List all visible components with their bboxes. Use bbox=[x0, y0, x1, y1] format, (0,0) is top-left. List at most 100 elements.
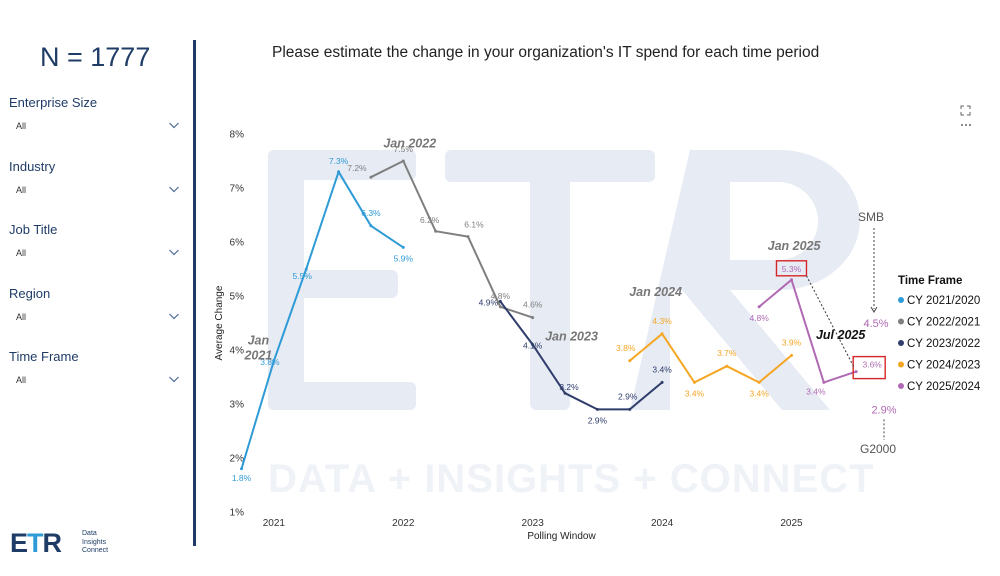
data-point[interactable] bbox=[789, 353, 793, 357]
data-point[interactable] bbox=[401, 159, 405, 163]
data-point[interactable] bbox=[725, 364, 729, 368]
dropdown-value: All bbox=[16, 375, 27, 385]
data-point[interactable] bbox=[401, 245, 405, 249]
data-point[interactable] bbox=[757, 380, 761, 384]
data-point[interactable] bbox=[595, 407, 599, 411]
legend-label: CY 2022/2021 bbox=[907, 317, 980, 329]
series-line bbox=[758, 278, 857, 384]
highlight-box-jul-2025 bbox=[852, 355, 886, 380]
legend-label: CY 2025/2024 bbox=[907, 381, 981, 393]
data-point[interactable] bbox=[660, 380, 664, 384]
filter-label: Region bbox=[9, 285, 51, 301]
data-label: 3.4% bbox=[806, 386, 826, 396]
x-tick-label: 2023 bbox=[522, 518, 545, 529]
legend-label: CY 2021/2020 bbox=[907, 295, 980, 307]
data-point[interactable] bbox=[531, 316, 535, 320]
period-annotation: Jan 2025 bbox=[768, 239, 822, 253]
dropdown-value: All bbox=[16, 184, 27, 195]
data-label: 6.1% bbox=[464, 220, 484, 230]
data-label: 5.3% bbox=[782, 264, 802, 274]
data-label: 3.9% bbox=[782, 337, 802, 347]
y-tick-label: 2% bbox=[230, 454, 245, 465]
data-label: 4.9% bbox=[479, 297, 499, 307]
period-annotation: Jul 2025 bbox=[816, 328, 866, 342]
data-point[interactable] bbox=[304, 267, 308, 271]
legend-item[interactable]: CY 2022/2021 bbox=[898, 317, 980, 329]
data-label: 4.8% bbox=[491, 291, 511, 301]
time-frame-dropdown[interactable]: All bbox=[16, 373, 182, 389]
logo-tagline: Data Insights Connect bbox=[82, 530, 109, 554]
y-tick-label: 4% bbox=[230, 346, 245, 357]
filter-industry: Industry All bbox=[9, 159, 181, 195]
data-point[interactable] bbox=[789, 278, 793, 282]
legend-item[interactable]: CY 2025/2024 bbox=[898, 381, 981, 393]
data-point[interactable] bbox=[822, 380, 826, 384]
data-label: 1.8% bbox=[232, 473, 252, 483]
data-label: 3.2% bbox=[559, 382, 579, 392]
data-point[interactable] bbox=[240, 467, 244, 471]
chart-title: Please estimate the change in your organ… bbox=[272, 44, 820, 61]
g2000-label: G2000 bbox=[860, 442, 896, 456]
legend-item[interactable]: CY 2024/2023 bbox=[898, 360, 980, 372]
data-point[interactable] bbox=[369, 224, 373, 228]
series-cy-2025-2024: 4.8% 5.3% 3.4% 3.6% bbox=[749, 264, 882, 397]
more-options-icon[interactable] bbox=[960, 119, 972, 133]
dropdown-value: All bbox=[16, 248, 27, 258]
data-point[interactable] bbox=[628, 359, 632, 363]
data-label: 3.4% bbox=[685, 388, 705, 398]
data-point[interactable] bbox=[531, 343, 535, 347]
chart-axes: 1% 2% 3% 4% 5% 6% 7% 8% 2021 2022 2023 2024 2025 Poll… bbox=[214, 130, 803, 543]
expand-icon[interactable] bbox=[960, 105, 971, 119]
data-label: 2.9% bbox=[618, 391, 638, 401]
data-label: 4.8% bbox=[749, 313, 769, 323]
legend-swatch bbox=[898, 318, 904, 325]
data-point[interactable] bbox=[563, 391, 567, 395]
data-point[interactable] bbox=[272, 359, 276, 363]
period-annotation: Jan 2024 bbox=[629, 285, 682, 299]
region-dropdown[interactable]: All bbox=[16, 310, 182, 326]
enterprise-size-dropdown[interactable]: All bbox=[16, 119, 182, 135]
y-axis-title: Average Change bbox=[214, 285, 225, 360]
highlight-box-jan-2025 bbox=[775, 260, 808, 277]
data-point[interactable] bbox=[498, 299, 502, 303]
data-label: 4.6% bbox=[523, 300, 543, 310]
legend-item[interactable]: CY 2023/2022 bbox=[898, 338, 980, 350]
period-annotation: Jan 2023 bbox=[545, 329, 598, 343]
legend-swatch bbox=[898, 383, 904, 389]
data-point[interactable] bbox=[757, 305, 761, 309]
series-cy-2024-2023: 3.8% 4.3% 3.4% 3.7% 3.4% 3.9% bbox=[616, 316, 802, 399]
dropdown-value: All bbox=[16, 311, 27, 322]
data-point[interactable] bbox=[466, 235, 470, 239]
chevron-down-icon bbox=[169, 313, 179, 319]
y-tick-label: 1% bbox=[230, 508, 245, 519]
data-point[interactable] bbox=[660, 332, 664, 336]
job-title-dropdown[interactable]: All bbox=[16, 246, 182, 262]
data-point[interactable] bbox=[854, 370, 858, 374]
dropdown-value: All bbox=[16, 121, 27, 131]
data-point[interactable] bbox=[434, 229, 438, 233]
data-point[interactable] bbox=[498, 305, 502, 309]
arrow-down-icon bbox=[870, 306, 878, 313]
watermark-r bbox=[630, 150, 860, 410]
industry-dropdown[interactable]: All bbox=[16, 183, 182, 199]
series-line bbox=[499, 300, 663, 411]
period-annotation: Jan 2022 bbox=[383, 137, 436, 151]
series-cy-2023-2022: 4.9% 4.1% 3.2% 2.9% 2.9% 3.4% bbox=[479, 297, 673, 425]
data-label: 7.2% bbox=[347, 163, 367, 173]
legend-label: CY 2023/2022 bbox=[907, 338, 980, 350]
data-point[interactable] bbox=[369, 175, 373, 179]
legend-item[interactable]: CY 2021/2020 bbox=[898, 295, 980, 307]
data-point[interactable] bbox=[337, 170, 341, 174]
data-point[interactable] bbox=[692, 380, 696, 384]
series-line bbox=[629, 332, 793, 384]
data-label: 5.5% bbox=[293, 271, 313, 281]
etr-watermark: DATA + INSIGHTS + CONNECT bbox=[268, 150, 874, 501]
data-label: 5.9% bbox=[394, 253, 414, 263]
legend-label: CY 2024/2023 bbox=[907, 360, 980, 372]
sidebar-divider bbox=[193, 40, 196, 546]
data-label: 7.3% bbox=[329, 156, 349, 166]
visual-header-icons bbox=[960, 105, 1000, 133]
data-point[interactable] bbox=[628, 407, 632, 411]
